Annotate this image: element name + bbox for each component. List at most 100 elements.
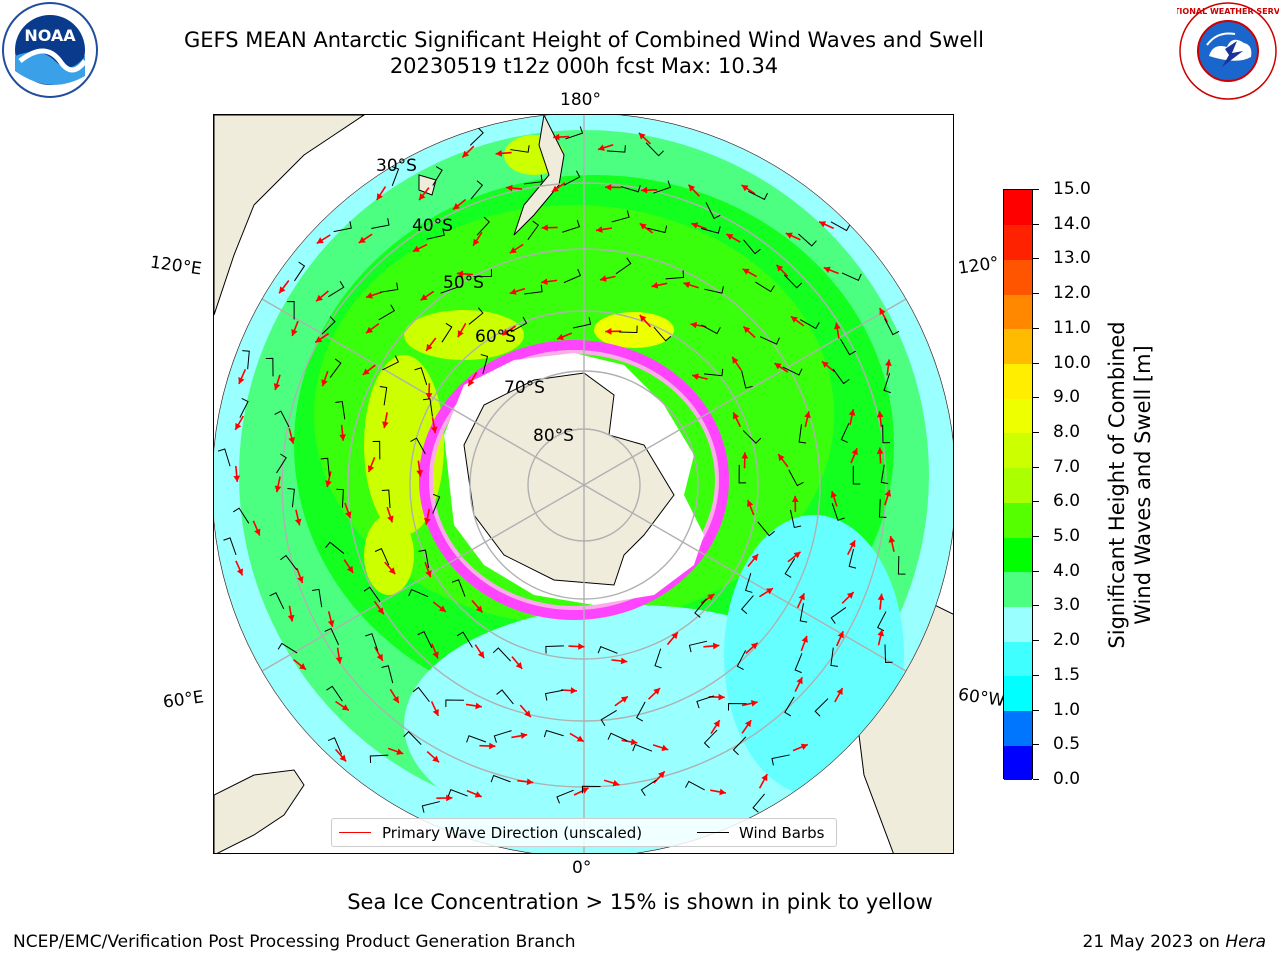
- map-svg: 30°S 40°S 50°S 60°S 70°S 80°S: [214, 115, 953, 853]
- wind-barb: [632, 743, 653, 752]
- wind-barb: [830, 607, 847, 624]
- wave-direction-arrowhead: [821, 361, 829, 368]
- wave-direction-arrowhead: [392, 695, 399, 703]
- wave-peak-3: [594, 312, 674, 348]
- wind-barb: [543, 729, 564, 738]
- wind-barb: [287, 301, 295, 320]
- wave-direction-arrowhead: [446, 794, 453, 802]
- wave-direction-arrowhead: [462, 150, 470, 158]
- colorbar-tick-label: 14.0: [1053, 213, 1091, 234]
- map-subtitle: 20230519 t12z 000h fcst Max: 10.34: [389, 54, 779, 78]
- wave-direction-arrowhead: [273, 383, 281, 390]
- wave-direction-arrowhead: [339, 754, 347, 762]
- wind-barb: [563, 170, 581, 186]
- wind-barb: [325, 541, 345, 554]
- wave-direction-arrowhead: [367, 465, 375, 473]
- wave-direction-arrowhead: [541, 224, 548, 232]
- wind-barb: [640, 779, 657, 796]
- wind-barb: [759, 336, 780, 345]
- wind-barb: [432, 166, 443, 186]
- wave-direction-arrowhead: [596, 226, 603, 233]
- colorbar-segment: [1004, 675, 1032, 712]
- wind-barb: [848, 548, 857, 569]
- wind-barb: [440, 280, 459, 294]
- colorbar-tick-label: 10.0: [1053, 352, 1091, 373]
- wind-barb: [832, 368, 850, 385]
- wind-barb: [280, 554, 298, 571]
- colorbar-tick-label: 1.0: [1053, 699, 1081, 720]
- colorbar-tick: [1033, 223, 1039, 225]
- wave-direction-arrowhead: [297, 576, 304, 584]
- wave-direction-arrowhead: [597, 144, 605, 151]
- wind-barb: [840, 338, 856, 356]
- wave-direction-arrowhead: [766, 588, 774, 595]
- wind-barb: [704, 368, 724, 377]
- colorbar-tick: [1033, 709, 1039, 711]
- wave-direction-arrowhead: [846, 592, 854, 599]
- wind-barb: [620, 184, 641, 193]
- wind-barb: [884, 644, 893, 663]
- wind-barb: [755, 281, 775, 293]
- wind-barb: [527, 220, 540, 241]
- wind-barb: [897, 555, 906, 575]
- wave-direction-arrowhead: [358, 236, 366, 243]
- wave-direction-arrowhead: [638, 132, 646, 140]
- land-africa: [214, 769, 305, 853]
- colorbar-tick: [1033, 605, 1039, 607]
- colorbar-segment: [1004, 467, 1032, 503]
- colorbar-segment: [1004, 190, 1032, 226]
- colorbar-tick-label: 0.5: [1053, 734, 1081, 755]
- wind-barb: [493, 730, 512, 743]
- wave-direction-arrowhead: [327, 620, 335, 627]
- wind-barb: [883, 373, 891, 394]
- colorbar-tick-label: 4.0: [1053, 560, 1081, 581]
- wind-barb: [752, 793, 765, 813]
- wind-barb: [412, 686, 430, 703]
- wave-direction-arrowhead: [744, 720, 752, 728]
- lat-label-80s: 80°S: [533, 426, 574, 446]
- wind-barb: [408, 588, 429, 598]
- wave-direction-arrowhead: [233, 475, 241, 482]
- lat-label-30s: 30°S: [376, 156, 417, 176]
- wave-direction-arrowhead: [876, 447, 884, 454]
- colorbar-tick: [1033, 744, 1039, 746]
- wind-barb: [882, 424, 890, 444]
- footer-branch: NCEP/EMC/Verification Post Processing Pr…: [13, 932, 576, 952]
- wave-direction-arrowhead: [581, 787, 589, 794]
- wave-direction-arrowhead: [424, 517, 431, 525]
- map-panel: 30°S 40°S 50°S 60°S 70°S 80°S: [213, 114, 954, 854]
- colorbar-segment: [1004, 398, 1032, 434]
- wind-barb: [562, 219, 581, 233]
- colorbar-tick: [1033, 362, 1039, 364]
- wave-direction-arrowhead: [438, 605, 446, 612]
- wave-direction-arrowhead: [291, 329, 298, 336]
- wind-barb: [732, 736, 747, 756]
- wind-barb: [635, 701, 646, 722]
- wind-barb: [771, 754, 790, 766]
- colorbar: [1003, 189, 1033, 781]
- wave-direction-arrowhead: [416, 469, 423, 477]
- map-title: GEFS MEAN Antarctic Significant Height o…: [183, 28, 985, 52]
- wave-direction-arrowhead: [553, 133, 560, 141]
- wave-direction-arrowhead: [819, 221, 827, 228]
- wave-direction-arrowhead: [287, 614, 295, 622]
- wave-direction-arrowhead: [432, 651, 439, 659]
- wave-direction-arrowhead: [388, 567, 396, 575]
- wave-direction-arrowhead: [726, 234, 734, 241]
- colorbar-tick-label: 0.0: [1053, 769, 1081, 789]
- wind-barb: [600, 709, 617, 726]
- wave-direction-arrowhead: [661, 744, 669, 752]
- wave-direction-arrowhead: [576, 735, 584, 742]
- wave-direction-arrowhead: [473, 238, 480, 246]
- wind-barb: [740, 595, 754, 615]
- colorbar-tick-label: 9.0: [1053, 387, 1081, 408]
- wave-direction-arrowhead: [346, 565, 354, 573]
- colorbar-segment: [1004, 328, 1032, 365]
- wave-direction-arrowhead: [774, 363, 782, 370]
- wave-direction-arrowhead: [502, 328, 510, 336]
- wind-barb: [799, 603, 808, 623]
- wind-barb: [654, 648, 662, 669]
- wave-direction-arrowhead: [830, 491, 838, 498]
- wind-barb: [852, 465, 861, 485]
- land-tasmania: [418, 174, 437, 196]
